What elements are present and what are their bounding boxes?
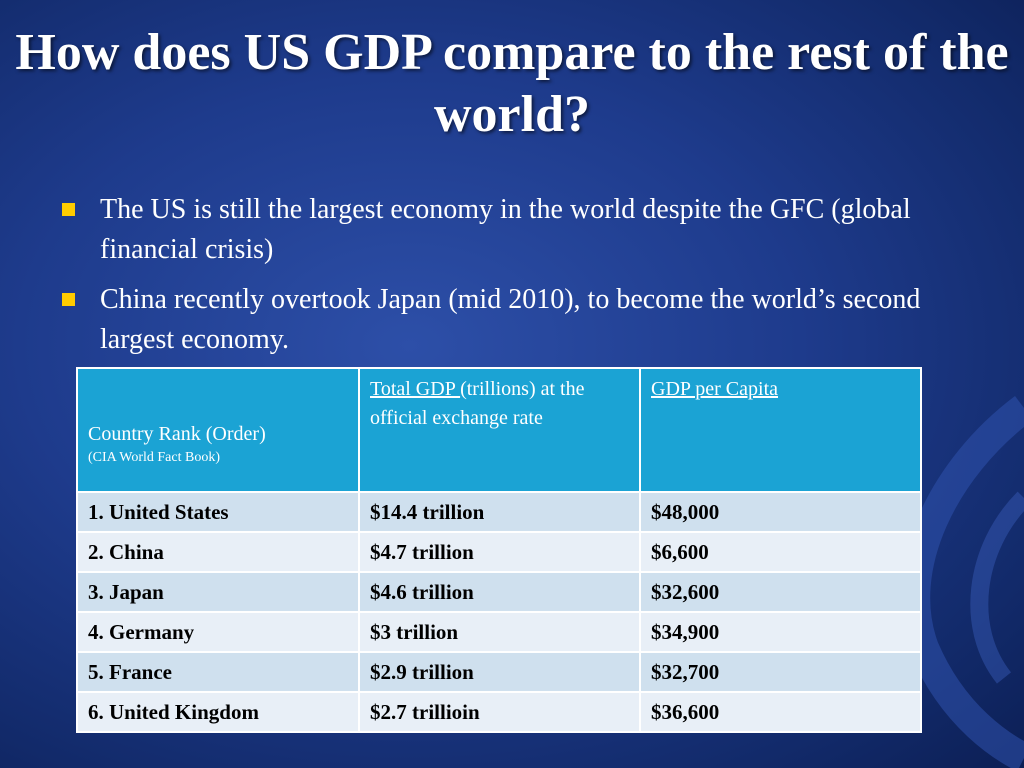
gdp-cell: $4.7 trillion <box>358 531 641 573</box>
per-capita-cell: $32,700 <box>639 651 922 693</box>
per-capita-cell: $34,900 <box>639 611 922 653</box>
bullet-text: China recently overtook Japan (mid 2010)… <box>100 284 921 355</box>
header-gdp-per-capita-link[interactable]: GDP per Capita <box>651 378 779 400</box>
table-row: 2. China $4.7 trillion $6,600 <box>76 531 922 573</box>
bullet-item: The US is still the largest economy in t… <box>62 190 982 270</box>
header-gdp-per-capita: GDP per Capita <box>639 367 922 493</box>
header-country-rank-source: (CIA World Fact Book) <box>88 449 220 465</box>
table-row: 5. France $2.9 trillion $32,700 <box>76 651 922 693</box>
country-cell: 5. France <box>76 651 360 693</box>
table-row: 6. United Kingdom $2.7 trillioin $36,600 <box>76 691 922 733</box>
header-total-gdp-desc: (trillions) at the official exchange rat… <box>370 378 585 429</box>
header-country-rank-label: Country Rank (Order) <box>88 422 266 445</box>
gdp-cell: $2.9 trillion <box>358 651 641 693</box>
country-cell: 1. United States <box>76 491 360 533</box>
bullet-list: The US is still the largest economy in t… <box>62 190 982 370</box>
country-cell: 4. Germany <box>76 611 360 653</box>
per-capita-cell: $6,600 <box>639 531 922 573</box>
gdp-cell: $2.7 trillioin <box>358 691 641 733</box>
square-bullet-icon <box>62 203 75 216</box>
slide-title: How does US GDP compare to the rest of t… <box>15 24 1009 143</box>
table-row: 4. Germany $3 trillion $34,900 <box>76 611 922 653</box>
header-country-rank: Country Rank (Order) (CIA World Fact Boo… <box>76 367 360 493</box>
header-total-gdp-link[interactable]: Total GDP <box>370 378 461 400</box>
country-cell: 6. United Kingdom <box>76 691 360 733</box>
gdp-table: Country Rank (Order) (CIA World Fact Boo… <box>76 367 922 733</box>
per-capita-cell: $32,600 <box>639 571 922 613</box>
bullet-item: China recently overtook Japan (mid 2010)… <box>62 280 982 360</box>
country-cell: 3. Japan <box>76 571 360 613</box>
table-row: 3. Japan $4.6 trillion $32,600 <box>76 571 922 613</box>
per-capita-cell: $36,600 <box>639 691 922 733</box>
country-cell: 2. China <box>76 531 360 573</box>
square-bullet-icon <box>62 293 75 306</box>
bullet-text: The US is still the largest economy in t… <box>100 194 911 265</box>
gdp-cell: $3 trillion <box>358 611 641 653</box>
gdp-cell: $14.4 trillion <box>358 491 641 533</box>
per-capita-cell: $48,000 <box>639 491 922 533</box>
gdp-cell: $4.6 trillion <box>358 571 641 613</box>
header-total-gdp: Total GDP (trillions) at the official ex… <box>358 367 641 493</box>
table-header-row: Country Rank (Order) (CIA World Fact Boo… <box>76 367 922 493</box>
table-row: 1. United States $14.4 trillion $48,000 <box>76 491 922 533</box>
